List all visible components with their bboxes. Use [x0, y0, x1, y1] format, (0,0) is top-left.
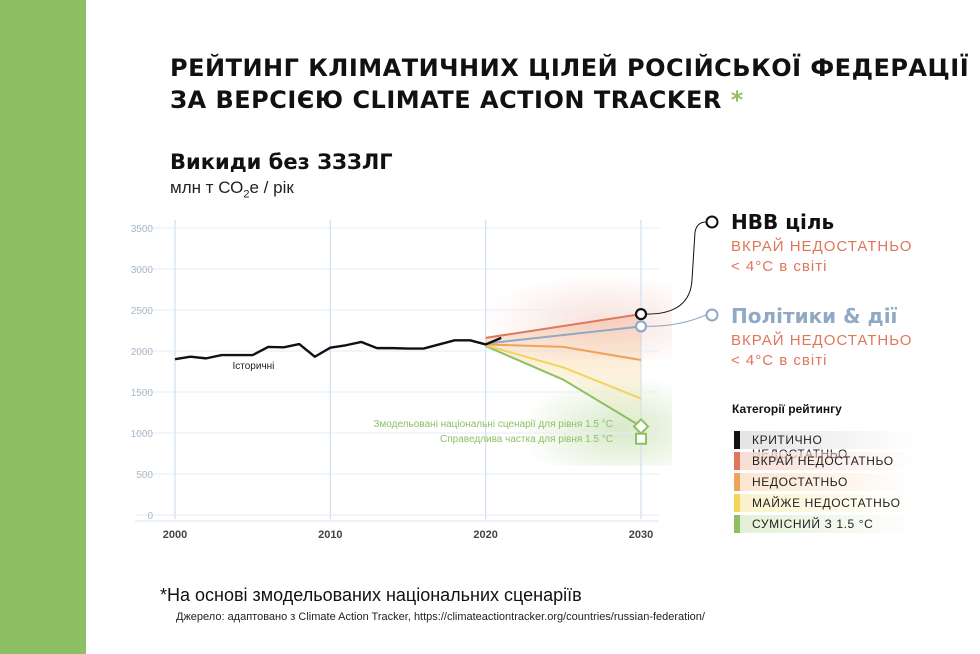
chart-markers	[632, 308, 650, 445]
legend-swatch	[734, 452, 740, 470]
source-credit: Джерело: адаптовано з Climate Action Tra…	[176, 611, 705, 623]
chart-ticks: 0 500 1000 1500 2000 2500 3000 3500 2000 2010 2020…	[131, 224, 653, 541]
fair-share-15-marker	[635, 432, 647, 445]
chart-series	[174, 313, 642, 428]
x-tick-label-2030: 2030	[629, 529, 653, 541]
series-line-3	[485, 343, 642, 362]
y-tick-label-2000: 2000	[131, 347, 154, 358]
title-line-2: ЗА ВЕРСІЄЮ CLIMATE ACTION TRACKER *	[170, 84, 969, 116]
y-tick-label-500: 500	[136, 470, 153, 481]
legend-item: НЕДОСТАТНЬО	[734, 472, 915, 491]
series-line-4	[485, 344, 642, 400]
policies-label-title: Політики & дії	[731, 304, 898, 328]
y-tick-label-0: 0	[147, 511, 153, 522]
legend-item: КРИТИЧНО НЕДОСТАТНЬО	[734, 430, 915, 461]
policies-marker	[634, 320, 648, 333]
title-line-1: РЕЙТИНГ КЛІМАТИЧНИХ ЦІЛЕЙ РОСІЙСЬКОЇ ФЕД…	[170, 54, 970, 82]
policies-callout-line	[646, 314, 707, 327]
units-subscript: 2	[243, 188, 250, 201]
legend-swatch	[734, 515, 740, 533]
series-line-1	[485, 313, 642, 339]
modelled-15-annotation: Змодельовані національні сценарії для рі…	[373, 419, 613, 430]
legend-swatch	[734, 494, 740, 512]
legend-label: МАЙЖЕ НЕДОСТАТНЬО	[752, 496, 901, 510]
legend-swatch	[734, 431, 740, 449]
footnote: *На основі змодельованих національних сц…	[160, 585, 582, 605]
series-line-5	[485, 345, 642, 428]
legend-gradient	[740, 452, 915, 470]
policies-callout-marker	[705, 308, 719, 322]
chart-grid	[135, 219, 659, 522]
x-tick-label-2020: 2020	[473, 529, 497, 541]
chart-title: Викиди без ЗЗЗЛГ	[170, 150, 393, 174]
x-tick-label-2000: 2000	[163, 529, 187, 541]
callout-lines	[646, 215, 719, 327]
legend-item: ВКРАЙ НЕДОСТАТНЬО	[734, 451, 915, 470]
legend-title: Категорії рейтингу	[732, 402, 842, 416]
series-line-2	[485, 325, 642, 345]
projection-band-area	[485, 314, 641, 427]
page-title: РЕЙТИНГ КЛІМАТИЧНИХ ЦІЛЕЙ РОСІЙСЬКОЇ ФЕД…	[170, 52, 969, 116]
chart-annotations: Історичні Змодельовані національні сценар…	[232, 361, 613, 445]
ndc-label-rating: ВКРАЙ НЕДОСТАТНЬО	[731, 238, 913, 255]
legend-gradient	[740, 494, 915, 512]
ndc-callout-marker	[705, 215, 719, 229]
y-tick-label-3000: 3000	[131, 265, 154, 276]
ndc-label-title: НВВ ціль	[731, 210, 835, 234]
policies-label-rating: ВКРАЙ НЕДОСТАТНЬО	[731, 332, 913, 349]
units-suffix: е / рік	[249, 178, 294, 197]
legend-label: ВКРАЙ НЕДОСТАТНЬО	[752, 454, 894, 468]
y-tick-label-1500: 1500	[131, 388, 154, 399]
ndc-label-temp: < 4°C в світі	[731, 258, 828, 275]
legend-item: СУМІСНИЙ З 1.5 °C	[734, 514, 915, 533]
y-tick-label-3500: 3500	[131, 224, 154, 235]
left-accent-bar	[0, 0, 86, 654]
y-tick-label-2500: 2500	[131, 306, 154, 317]
ndc-callout-line	[646, 221, 707, 315]
ndc-target-marker	[634, 308, 648, 321]
legend-gradient	[740, 431, 915, 449]
legend-swatch	[734, 473, 740, 491]
x-tick-label-2010: 2010	[318, 529, 342, 541]
fair-share-15-annotation: Справедлива частка для рівня 1.5 °C	[440, 434, 613, 445]
series-line-0	[174, 336, 502, 361]
legend-gradient	[740, 473, 915, 491]
chart-units: млн т СО2е / рік	[170, 178, 294, 200]
units-prefix: млн т СО	[170, 178, 244, 197]
policies-label-temp: < 4°C в світі	[731, 352, 828, 369]
legend-item: МАЙЖЕ НЕДОСТАТНЬО	[734, 493, 915, 512]
legend-label: СУМІСНИЙ З 1.5 °C	[752, 517, 874, 531]
legend-gradient	[740, 515, 915, 533]
legend-label: НЕДОСТАТНЬО	[752, 475, 848, 489]
title-line-2-text: ЗА ВЕРСІЄЮ CLIMATE ACTION TRACKER	[170, 86, 722, 114]
y-tick-label-1000: 1000	[131, 429, 154, 440]
historic-annotation: Історичні	[232, 361, 274, 372]
title-asterisk: *	[730, 86, 744, 114]
projection-band	[485, 314, 641, 427]
